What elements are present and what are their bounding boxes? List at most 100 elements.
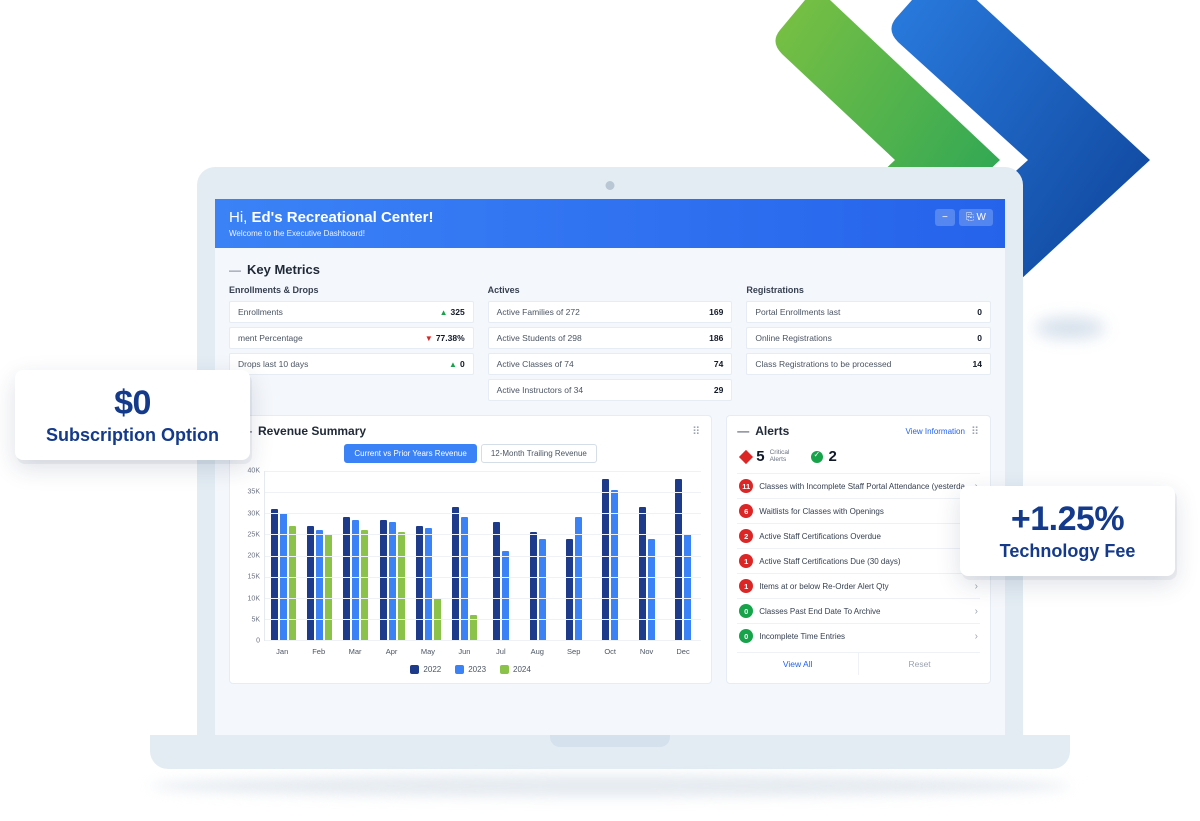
bar [289,526,296,640]
metric-row[interactable]: Drops last 10 days ▲0 [229,353,474,375]
view-all-button[interactable]: View All [737,653,858,675]
alert-row[interactable]: 0Incomplete Time Entries› [737,623,980,648]
metric-label: Enrollments [238,307,283,317]
alert-text: Waitlists for Classes with Openings [759,507,884,516]
drag-handle-icon[interactable]: ⠿ [692,425,701,438]
alert-row[interactable]: 11Classes with Incomplete Staff Portal A… [737,473,980,498]
metric-label: Active Students of 298 [497,333,582,343]
bar [380,520,387,640]
col-actives-title: Actives [488,285,733,295]
legend-item[interactable]: 2024 [500,665,531,674]
bar [343,517,350,640]
laptop-frame: Hi, Ed's Recreational Center! Welcome to… [197,167,1023,747]
bar [675,479,682,640]
metric-row[interactable]: Online Registrations0 [746,327,991,349]
bar [602,479,609,640]
greeting-name: Ed's Recreational Center! [252,209,434,226]
bar [684,534,691,640]
metric-label: Active Classes of 74 [497,359,574,369]
bar [425,528,432,640]
chevron-right-icon: › [975,631,978,642]
bar [575,517,582,640]
collapse-icon[interactable]: — [737,425,749,437]
alerts-panel: — Alerts View Information ⠿ 5 CriticalAl… [726,415,991,684]
trend-down-icon: ▼ [425,334,433,343]
legend-label: 2023 [468,665,486,674]
laptop-shadow [150,775,1070,797]
metric-row[interactable]: Active Classes of 7474 [488,353,733,375]
alert-row[interactable]: 6Waitlists for Classes with Openings› [737,498,980,523]
grid-line [265,534,701,535]
x-tick-label: Oct [592,643,628,661]
collapse-icon[interactable]: — [229,264,241,276]
x-tick-label: Nov [628,643,664,661]
metric-row[interactable]: Active Families of 272169 [488,301,733,323]
metric-value: ▼77.38% [425,333,465,343]
dashboard-screen: Hi, Ed's Recreational Center! Welcome to… [215,199,1005,747]
alert-text: Classes Past End Date To Archive [759,607,880,616]
alert-row[interactable]: 0Classes Past End Date To Archive› [737,598,980,623]
alert-row[interactable]: 1Active Staff Certifications Due (30 day… [737,548,980,573]
alert-count-badge: 0 [739,604,753,618]
key-metrics-title: Key Metrics [247,262,320,277]
legend-label: 2024 [513,665,531,674]
bar [493,522,500,640]
alerts-title: Alerts [755,424,789,438]
alert-row[interactable]: 2Active Staff Certifications Overdue› [737,523,980,548]
tech-fee-callout: +1.25% Technology Fee [960,486,1175,576]
bar [566,539,573,640]
alert-count-badge: 1 [739,579,753,593]
y-tick-label: 5K [251,616,260,623]
bar [539,539,546,640]
metric-label: Portal Enrollments last [755,307,840,317]
laptop-camera-dot [606,181,615,190]
alert-row[interactable]: 1Items at or below Re-Order Alert Qty› [737,573,980,598]
metric-row[interactable]: ment Percentage▼77.38% [229,327,474,349]
bar [452,507,459,640]
critical-alert-icon [739,449,753,463]
laptop-notch [550,735,670,747]
legend-label: 2022 [423,665,441,674]
revenue-tab[interactable]: Current vs Prior Years Revenue [344,444,477,463]
grid-line [265,598,701,599]
metric-value: 29 [714,385,723,395]
y-tick-label: 15K [248,574,260,581]
metric-row[interactable]: Active Students of 298 186 [488,327,733,349]
metric-value: 0 [977,333,982,343]
metric-row[interactable]: Active Instructors of 34 29 [488,379,733,401]
bar [271,509,278,640]
reset-button[interactable]: Reset [858,653,980,675]
header-collapse-button[interactable]: − [935,209,955,226]
metric-value: ▲0 [449,359,465,369]
grid-line [265,640,701,641]
revenue-tab[interactable]: 12-Month Trailing Revenue [481,444,597,463]
view-information-link[interactable]: View Information [906,427,965,436]
metric-label: Active Instructors of 34 [497,385,583,395]
metric-row[interactable]: Enrollments▲325 [229,301,474,323]
grid-line [265,492,701,493]
alert-text: Active Staff Certifications Overdue [759,532,881,541]
metric-value: 186 [709,333,723,343]
greeting-prefix: Hi, [229,209,252,226]
metric-row[interactable]: Class Registrations to be processed14 [746,353,991,375]
dashboard-header: Hi, Ed's Recreational Center! Welcome to… [215,199,1005,248]
legend-item[interactable]: 2023 [455,665,486,674]
alert-count-badge: 1 [739,554,753,568]
metric-label: Drops last 10 days [238,359,308,369]
legend-swatch [410,665,419,674]
bar [639,507,646,640]
drag-handle-icon[interactable]: ⠿ [971,425,980,438]
bar [416,526,423,640]
grid-line [265,556,701,557]
header-action-button[interactable]: ⎘ W [959,209,993,226]
legend-item[interactable]: 2022 [410,665,441,674]
trend-up-icon: ▲ [440,308,448,317]
alert-text: Classes with Incomplete Staff Portal Att… [759,482,965,491]
key-metrics-columns: Enrollments & Drops Enrollments▲325ment … [229,285,991,405]
col-registrations-title: Registrations [746,285,991,295]
x-tick-label: Sep [556,643,592,661]
critical-count: 5 [756,448,764,465]
y-tick-label: 30K [248,510,260,517]
bar [502,551,509,640]
metric-row[interactable]: Portal Enrollments last0 [746,301,991,323]
